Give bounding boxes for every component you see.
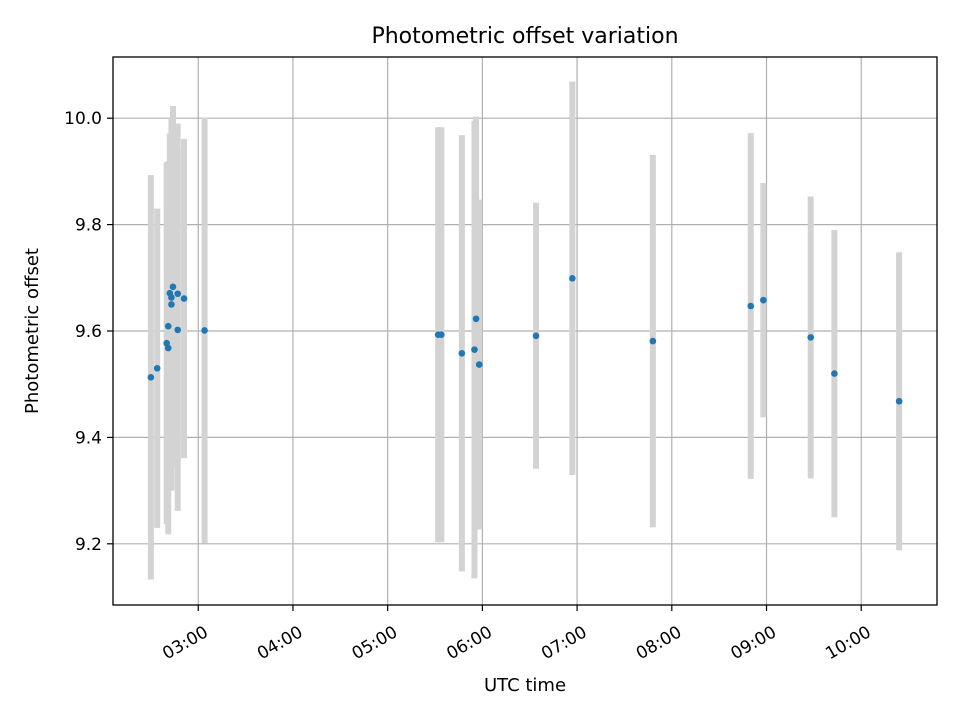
data-point [760, 296, 767, 304]
data-point [168, 301, 175, 308]
data-point [472, 315, 480, 323]
data-point [168, 294, 175, 301]
data-point [153, 364, 161, 372]
y-tick-label: 9.6 [75, 322, 102, 342]
data-point [180, 295, 188, 302]
y-tick-label: 10.0 [64, 109, 102, 129]
data-point [164, 344, 172, 352]
data-point [471, 346, 478, 353]
y-tick-label: 9.4 [75, 428, 102, 448]
data-point [649, 337, 657, 345]
data-point [532, 332, 540, 340]
data-point [164, 322, 172, 330]
data-point [807, 334, 815, 341]
data-point [174, 290, 182, 298]
x-axis-label: UTC time [484, 675, 566, 696]
data-point [438, 331, 445, 339]
data-point [569, 275, 576, 282]
data-point [201, 327, 208, 334]
y-tick-label: 9.2 [75, 535, 102, 555]
y-tick-label: 9.8 [75, 216, 102, 236]
data-points [147, 275, 903, 405]
grid-layer [113, 57, 937, 605]
data-point [458, 350, 466, 357]
y-axis-label: Photometric offset [22, 248, 43, 414]
data-point [169, 283, 177, 291]
data-point [174, 326, 182, 334]
data-point [147, 373, 155, 381]
data-point [831, 370, 838, 377]
chart-title: Photometric offset variation [371, 24, 678, 49]
data-point [475, 361, 483, 368]
data-point [895, 397, 903, 405]
data-point [747, 302, 755, 310]
